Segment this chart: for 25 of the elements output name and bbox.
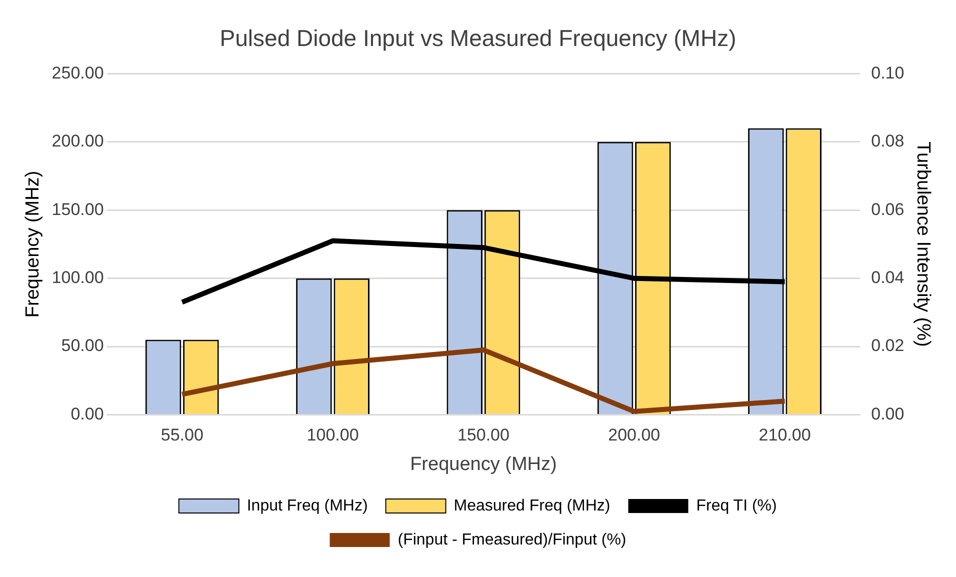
legend-label: Input Freq (MHz) [246, 497, 368, 514]
y2-tick-label: 0.08 [871, 132, 904, 151]
x-tick-label: 55.00 [160, 426, 204, 445]
x-tick-label: 150.00 [457, 426, 510, 445]
legend-label: Measured Freq (MHz) [454, 497, 610, 514]
chart-title: Pulsed Diode Input vs Measured Frequency (MHz) [220, 25, 736, 52]
y2-tick-label: 0.04 [871, 268, 904, 288]
legend-label: (Finput - Fmeasured)/Finput (%) [398, 531, 626, 548]
y-tick-label: 100.00 [52, 268, 104, 288]
x-axis-title: Frequency (MHz) [410, 454, 557, 475]
y2-tick-label: 0.06 [871, 200, 904, 219]
y-axis-title: Frequency (MHz) [22, 170, 44, 318]
y-tick-label: 200.00 [52, 132, 104, 151]
y-tick-label: 50.00 [61, 336, 104, 356]
y2-tick-label: 0.02 [871, 336, 904, 356]
y2-tick-label: 0.00 [871, 404, 904, 424]
y2-axis-title: Turbulence Intensity (%) [912, 142, 934, 347]
x-tick-label: 210.00 [758, 426, 811, 445]
y-tick-label: 150.00 [52, 200, 104, 219]
x-tick-label: 100.00 [306, 426, 359, 445]
legend-label: Freq TI (%) [696, 497, 777, 514]
y-tick-label: 0.00 [70, 404, 104, 424]
y-tick-label: 250.00 [52, 63, 104, 82]
y2-tick-label: 0.10 [871, 63, 904, 82]
x-tick-label: 200.00 [608, 426, 660, 445]
